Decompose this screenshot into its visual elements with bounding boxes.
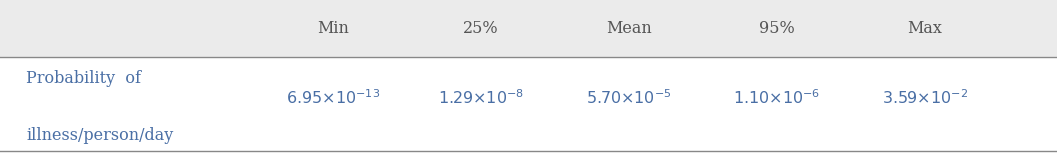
Text: Min: Min [317,20,349,37]
Text: 25%: 25% [463,20,499,37]
Text: $1.10{\times}10^{-6}$: $1.10{\times}10^{-6}$ [734,89,820,108]
Bar [0,0,1057,57]
Text: Max: Max [908,20,942,37]
Text: 95%: 95% [759,20,795,37]
Text: Mean: Mean [606,20,652,37]
Bar [0,57,1057,157]
Text: Probability  of: Probability of [26,70,142,87]
Text: $6.95{\times}10^{-13}$: $6.95{\times}10^{-13}$ [285,89,381,108]
Text: $1.29{\times}10^{-8}$: $1.29{\times}10^{-8}$ [438,89,524,108]
Text: $3.59{\times}10^{-2}$: $3.59{\times}10^{-2}$ [882,89,968,108]
Text: illness/person/day: illness/person/day [26,127,173,143]
Text: $5.70{\times}10^{-5}$: $5.70{\times}10^{-5}$ [586,89,672,108]
